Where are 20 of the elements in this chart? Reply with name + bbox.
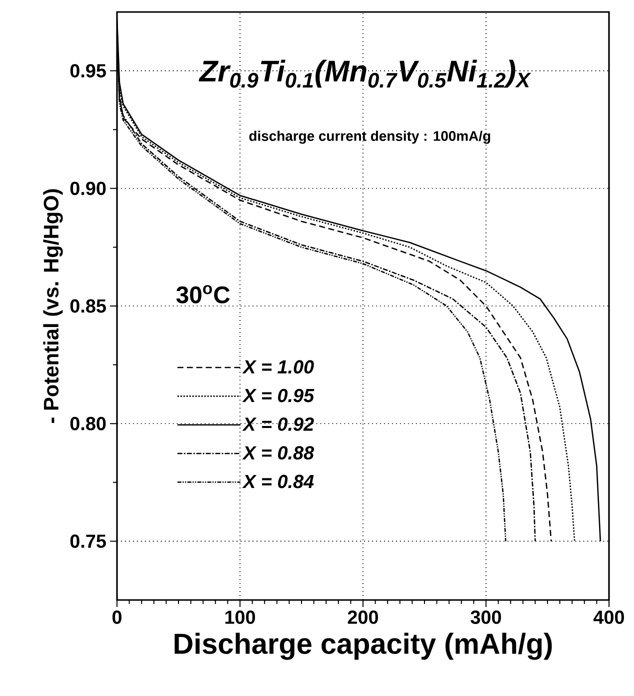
x-axis-title: Discharge capacity (mAh/g)	[174, 632, 552, 660]
y-tick-label: 0.85	[70, 299, 106, 313]
legend-label: X = 0.88	[242, 446, 314, 460]
legend-label: X = 0.95	[242, 388, 314, 402]
y-tick-label: 0.90	[70, 182, 106, 196]
x-tick-label: 300	[470, 610, 502, 624]
x-tick-label: 0	[112, 610, 122, 624]
x-tick-label: 400	[593, 610, 624, 624]
y-tick-label: 0.75	[70, 534, 106, 548]
y-tick-label: 0.95	[70, 64, 106, 78]
y-tick-label: 0.80	[70, 416, 106, 430]
annotation: 30$^{o}$C	[176, 285, 230, 304]
x-tick-label: 200	[348, 610, 378, 624]
legend-label: X = 0.84	[242, 474, 314, 488]
x-tick-label: 100	[225, 610, 256, 624]
y-axis-title: - Potential (vs. Hg/HgO)	[43, 189, 63, 423]
legend-label: X = 1.00	[242, 360, 314, 374]
text: Zr$_{0.9}$Ti$_{0.1}$(Mn$_{0.7}$V$_{0.5}$Ni$_{1.2}$)$_{X}$	[198, 60, 532, 88]
legend-label: X = 0.92	[242, 417, 314, 431]
annotation: discharge current density : 100mA/g	[249, 130, 490, 144]
